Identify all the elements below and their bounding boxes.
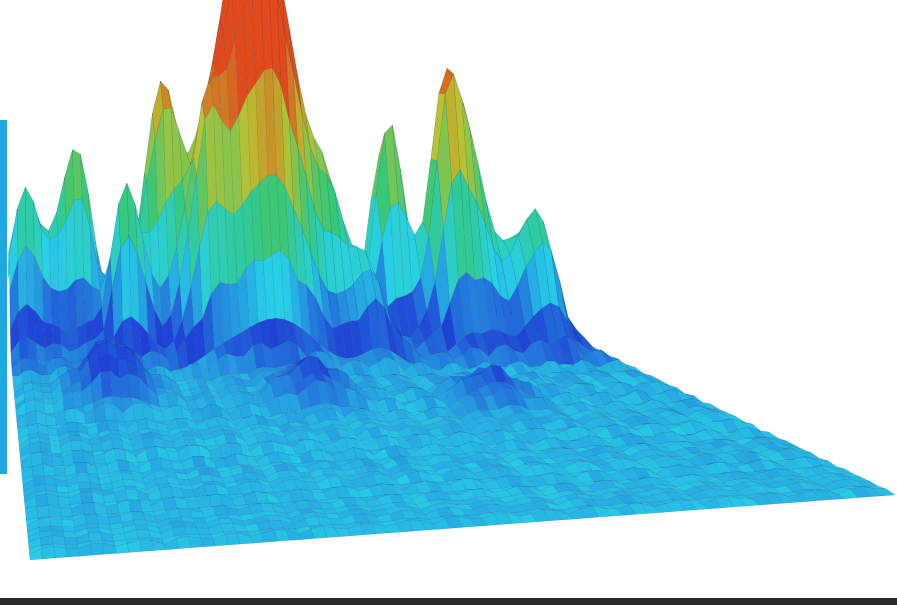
surface-mesh-cell [78, 481, 91, 490]
surface-mesh-cell [49, 234, 60, 292]
surface-mesh-cell [65, 547, 80, 558]
surface-mesh-cell [122, 479, 136, 487]
surface-mesh-cell [66, 279, 78, 334]
surface-mesh-cell [41, 385, 52, 393]
surface-mesh-cell [82, 502, 96, 515]
surface-mesh-cell [50, 287, 61, 328]
surface-mesh-cell [51, 455, 64, 467]
surface-mesh-cell [219, 0, 230, 33]
surface-mesh-cell [84, 514, 99, 524]
surface-mesh-cell [120, 472, 134, 481]
left-accent-bar [0, 120, 7, 474]
surface-mesh-cell [43, 403, 55, 414]
surface-mesh-cell [176, 535, 191, 549]
surface-mesh-cell [63, 531, 77, 538]
surface-mesh-cell [242, 0, 248, 9]
surface-mesh-cell [64, 536, 78, 545]
surface-mesh-cell [41, 545, 55, 560]
surface-mesh-cell [128, 499, 143, 512]
surface-mesh-cell [125, 488, 139, 501]
surface-mesh-cell [64, 408, 77, 425]
surface-mesh-cell [159, 485, 173, 499]
surface-mesh-cell [57, 496, 71, 506]
surface-mesh-cell [134, 524, 149, 531]
surface-mesh-cell [133, 519, 148, 526]
surface-mesh-cell [100, 370, 113, 399]
surface-mesh-cell [136, 529, 151, 539]
surface-mesh-cell [80, 491, 94, 504]
surface-mesh-cell [53, 545, 68, 559]
bottom-edge-bar [0, 598, 897, 605]
surface-mesh-cell [68, 328, 79, 353]
surface-mesh-cell [42, 392, 53, 400]
surface-mesh-cell [61, 519, 75, 528]
surface-mesh-cell [56, 485, 69, 493]
surface-mesh-cell [117, 459, 131, 472]
surface-mesh-cell [62, 526, 76, 533]
surface-mesh-cell [59, 507, 73, 517]
surface-mesh-cell [68, 431, 80, 437]
surface-mesh-cell [69, 435, 82, 442]
surface-mesh-cell [25, 187, 35, 257]
surface-mesh-cell [52, 535, 66, 545]
surface-mesh-cell [48, 212, 58, 241]
surface-mesh-cell [77, 474, 90, 483]
surface-mesh-cell [74, 462, 88, 474]
surface-mesh-cell [18, 336, 29, 360]
surface-mesh-cell [35, 493, 48, 507]
surface-mesh-cell [88, 532, 102, 542]
surface-mesh-cell [58, 288, 69, 334]
surface-mesh-cell [55, 479, 68, 488]
surface-mesh-cell [36, 504, 50, 519]
surface-mesh-cell [67, 422, 79, 433]
surface-mesh-cell [72, 391, 84, 409]
surface-mesh-cell [52, 343, 63, 360]
surface-mesh-cell [25, 245, 36, 312]
surface-mesh-cell [131, 511, 146, 521]
surface-mesh-cell [70, 440, 83, 451]
surface-mesh-cell [139, 539, 154, 552]
surface-mesh-cell [873, 488, 896, 497]
surface-mesh-cell [90, 542, 105, 556]
surface-mesh-cell [162, 496, 177, 510]
